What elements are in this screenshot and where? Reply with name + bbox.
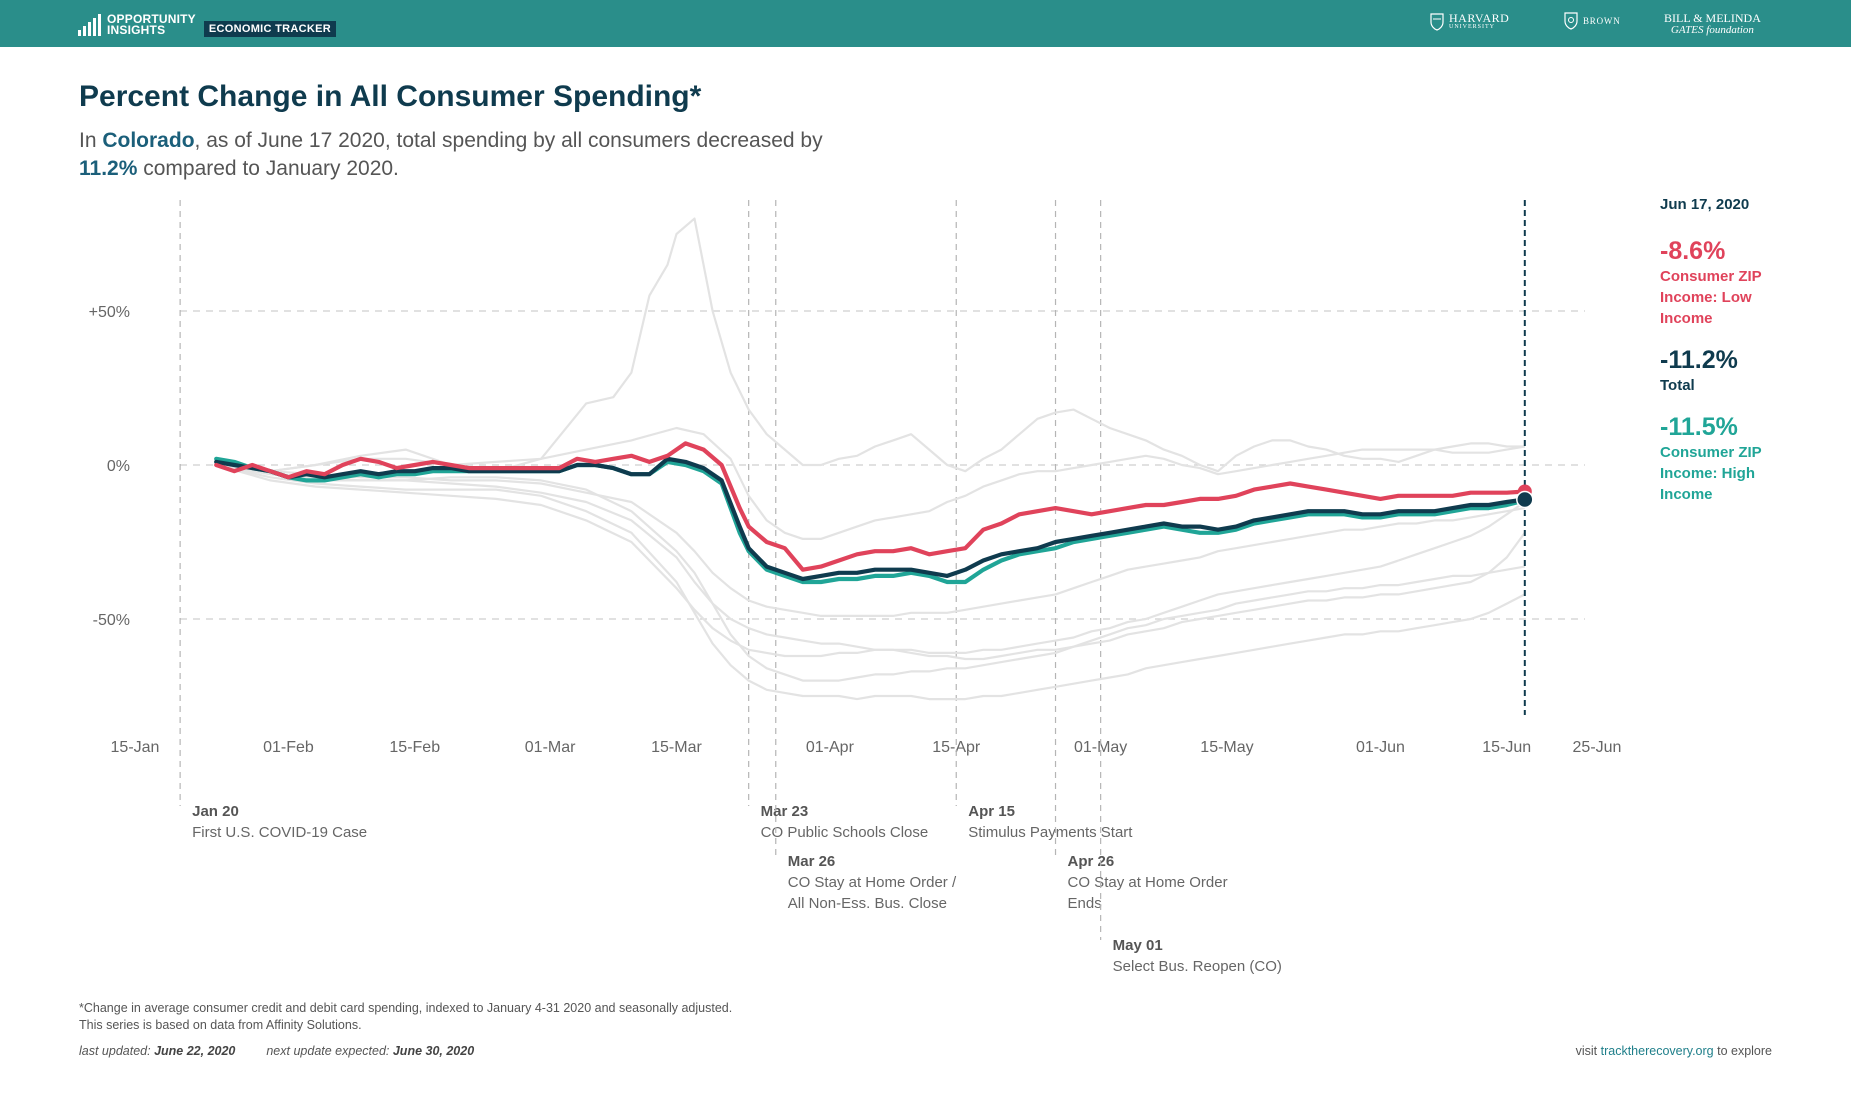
- series-line-other: [216, 463, 1526, 661]
- y-tick-label: 0%: [107, 458, 130, 475]
- footnote-line-1: *Change in average consumer credit and d…: [79, 1001, 733, 1015]
- series-line-total: [214, 456, 1527, 582]
- event-description: All Non-Ess. Bus. Close: [788, 895, 947, 912]
- event-description: Stimulus Payments Start: [968, 824, 1133, 841]
- page-title: Percent Change in All Consumer Spending*: [79, 80, 702, 113]
- x-tick-label: 15-May: [1200, 739, 1253, 756]
- logo-text: OPPORTUNITY INSIGHTS: [107, 11, 196, 37]
- last-updated-label: last updated:: [79, 1044, 151, 1058]
- event-description: CO Stay at Home Order: [1068, 874, 1228, 891]
- callout-date: Jun 17, 2020: [1660, 196, 1750, 213]
- callout-low-value: -8.6%: [1660, 237, 1726, 265]
- footnote: *Change in average consumer credit and d…: [79, 1000, 732, 1034]
- harvard-logo[interactable]: HARVARD UNIVERSITY: [1430, 12, 1509, 31]
- series-line-other: [215, 463, 1526, 701]
- header-bar: OPPORTUNITY INSIGHTS ECONOMIC TRACKER HA…: [0, 0, 1851, 47]
- callout-high-label: Consumer ZIP Income: High Income: [1660, 444, 1762, 503]
- visit-post: to explore: [1713, 1044, 1772, 1058]
- series-line-other: [216, 217, 1525, 473]
- event-date: Mar 26: [788, 853, 836, 870]
- event-description: CO Stay at Home Order /: [788, 874, 957, 891]
- subtitle-value: 11.2%: [79, 157, 138, 180]
- tracktherecovery-link[interactable]: tracktherecovery.org: [1600, 1044, 1714, 1058]
- event-description: CO Public Schools Close: [761, 824, 929, 841]
- event-description: Ends: [1068, 895, 1102, 912]
- spending-chart[interactable]: +50% 0% -50% 15-Jan 01-Feb 15-Feb 01-Mar 15-Mar…: [0, 0, 1851, 1000]
- x-tick-label: 15-Mar: [651, 739, 702, 756]
- callout-total: -11.2% Total: [1660, 345, 1780, 396]
- series-line-other: [216, 426, 1525, 540]
- event-date: Jan 20: [192, 803, 239, 820]
- event-date: May 01: [1113, 937, 1163, 954]
- endpoint-total: [1516, 490, 1534, 509]
- y-tick-label: +50%: [89, 304, 130, 321]
- chart-subtitle: In Colorado, as of June 17 2020, total s…: [79, 127, 839, 183]
- x-tick-label: 15-Jun: [1482, 739, 1531, 756]
- last-updated-value: June 22, 2020: [154, 1044, 236, 1058]
- callout-total-value: -11.2%: [1660, 346, 1738, 374]
- x-tick-label: 01-May: [1074, 739, 1127, 756]
- visit-text: visit tracktherecovery.org to explore: [1576, 1044, 1772, 1058]
- x-tick-label: 01-Jun: [1356, 739, 1405, 756]
- brown-shield-icon: [1564, 12, 1578, 30]
- x-tick-label: 15-Apr: [932, 739, 981, 756]
- series-line-other: [215, 463, 1526, 658]
- logo-line-1: OPPORTUNITY: [107, 11, 196, 26]
- y-tick-label: -50%: [93, 612, 130, 629]
- harvard-shield-icon: [1430, 12, 1444, 31]
- event-date: Apr 15: [968, 803, 1015, 820]
- gates-foundation-logo[interactable]: BILL & MELINDA GATES foundation: [1664, 12, 1761, 36]
- x-tick-label: 01-Feb: [263, 739, 314, 756]
- bar-chart-icon: [78, 13, 101, 36]
- event-description: Select Bus. Reopen (CO): [1113, 958, 1282, 975]
- next-update-value: June 30, 2020: [392, 1044, 475, 1058]
- subtitle-post: compared to January 2020.: [137, 157, 399, 180]
- callout-low-label: Consumer ZIP Income: Low Income: [1660, 268, 1762, 327]
- callout-high-value: -11.5%: [1660, 413, 1738, 441]
- series-line-other: [216, 463, 1525, 617]
- x-tick-label: 25-Jun: [1573, 739, 1622, 756]
- brown-logo[interactable]: BROWN: [1564, 12, 1621, 30]
- event-date: Apr 26: [1068, 853, 1115, 870]
- state-selector[interactable]: Colorado: [102, 129, 195, 152]
- callout-low-income: -8.6% Consumer ZIP Income: Low Income: [1660, 236, 1780, 329]
- subtitle-pre: In: [79, 129, 103, 152]
- x-tick-label: 01-Apr: [806, 739, 855, 756]
- callout-total-label: Total: [1660, 377, 1695, 394]
- x-tick-label: 01-Mar: [525, 739, 576, 756]
- brown-name: BROWN: [1583, 16, 1621, 26]
- gates-line-1: BILL & MELINDA: [1664, 11, 1761, 25]
- harvard-name: HARVARD: [1449, 11, 1510, 25]
- gates-line-2: GATES foundation: [1670, 24, 1754, 36]
- opportunity-insights-logo[interactable]: OPPORTUNITY INSIGHTS ECONOMIC TRACKER: [78, 11, 337, 37]
- harvard-subtitle: UNIVERSITY: [1449, 24, 1495, 30]
- subtitle-mid: , as of June 17 2020, total spending by …: [194, 129, 823, 152]
- economic-tracker-badge: ECONOMIC TRACKER: [203, 21, 337, 37]
- series-line-low: [214, 441, 1527, 572]
- event-date: Mar 23: [761, 803, 809, 820]
- x-tick-label: 15-Feb: [389, 739, 440, 756]
- event-description: First U.S. COVID-19 Case: [192, 824, 367, 841]
- logo-line-2: INSIGHTS: [107, 22, 166, 37]
- x-tick-label: 15-Jan: [111, 739, 160, 756]
- visit-pre: visit: [1575, 1044, 1601, 1058]
- series-line-high: [214, 456, 1527, 585]
- callout-high-income: -11.5% Consumer ZIP Income: High Income: [1660, 412, 1780, 505]
- update-info: last updated: June 22, 2020 next update …: [79, 1044, 474, 1058]
- footnote-line-2: This series is based on data from Affini…: [79, 1018, 362, 1032]
- series-line-other: [216, 463, 1525, 682]
- next-update-label: next update expected:: [266, 1044, 390, 1058]
